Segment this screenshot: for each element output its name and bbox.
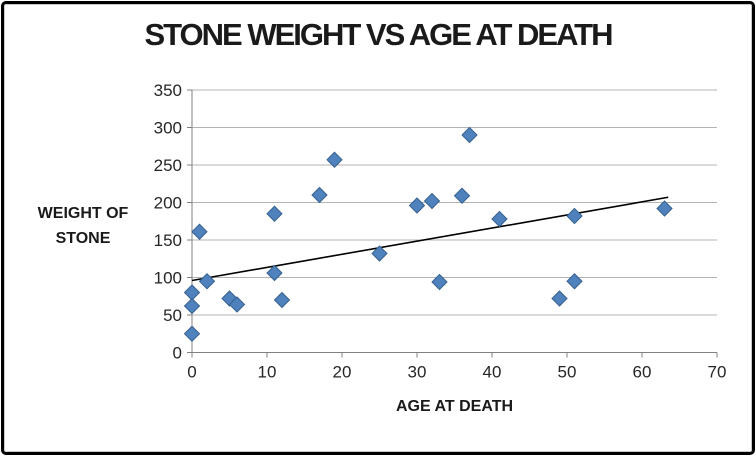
y-tick-label-100: 100 <box>154 269 182 288</box>
data-point-6[interactable] <box>228 296 246 313</box>
data-point-7[interactable] <box>266 264 283 282</box>
y-tick-label-250: 250 <box>154 156 182 175</box>
chart-title: STONE WEIGHT VS AGE AT DEATH <box>144 17 613 52</box>
y-tick-label-300: 300 <box>154 119 182 138</box>
y-tick-label-50: 50 <box>163 306 182 325</box>
y-tick-label-200: 200 <box>154 194 182 213</box>
y-tick-label-350: 350 <box>154 81 182 100</box>
x-tick-label-30: 30 <box>408 363 427 382</box>
data-point-8[interactable] <box>266 205 283 222</box>
y-tick-label-0: 0 <box>173 344 182 363</box>
y-axis-title: WEIGHT OF STONE <box>30 201 136 251</box>
data-point-10[interactable] <box>311 186 328 204</box>
data-point-3[interactable] <box>191 223 208 240</box>
x-axis-title: AGE AT DEATH <box>395 398 514 415</box>
y-tick-label-150: 150 <box>154 231 182 250</box>
data-point-1[interactable] <box>183 297 201 315</box>
x-tick-label-50: 50 <box>558 363 577 382</box>
data-point-4[interactable] <box>198 273 216 290</box>
data-point-13[interactable] <box>408 197 426 214</box>
trendline[interactable] <box>191 196 669 282</box>
y-axis-title-line2: STONE <box>55 230 111 247</box>
data-point-16[interactable] <box>453 187 471 204</box>
data-point-9[interactable] <box>273 291 291 309</box>
data-point-14[interactable] <box>423 192 441 210</box>
x-tick-label-20: 20 <box>333 363 352 382</box>
data-point-0[interactable] <box>183 284 201 301</box>
data-point-19[interactable] <box>551 290 568 307</box>
data-point-12[interactable] <box>371 245 388 262</box>
data-point-15[interactable] <box>431 273 448 291</box>
data-point-17[interactable] <box>461 126 478 144</box>
x-tick-label-60: 60 <box>633 363 652 382</box>
data-point-11[interactable] <box>326 151 343 168</box>
data-point-18[interactable] <box>491 210 508 228</box>
y-axis-title-line1: WEIGHT OF <box>37 205 129 222</box>
x-tick-label-70: 70 <box>708 363 727 382</box>
data-point-20[interactable] <box>566 273 583 290</box>
data-point-21[interactable] <box>566 207 583 225</box>
x-tick-label-10: 10 <box>258 363 277 382</box>
x-tick-label-40: 40 <box>483 363 502 382</box>
data-point-22[interactable] <box>656 200 673 217</box>
data-point-2[interactable] <box>183 325 201 342</box>
x-tick-label-0: 0 <box>187 363 196 382</box>
